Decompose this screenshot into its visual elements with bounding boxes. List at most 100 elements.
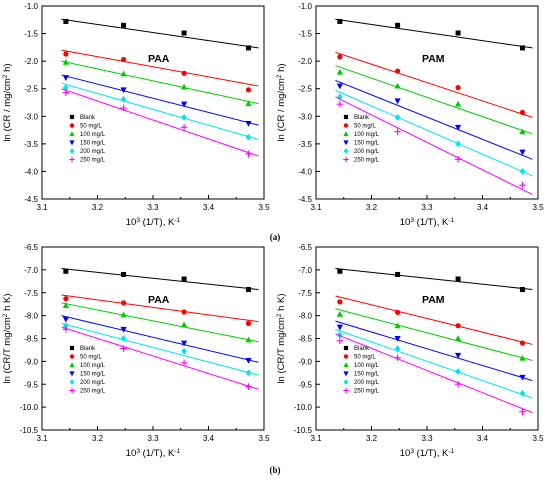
y-tick-label: -10.0 xyxy=(20,403,39,412)
y-tick-label: -3.0 xyxy=(24,112,38,121)
x-tick-label: 3.2 xyxy=(366,203,378,212)
data-point xyxy=(395,271,401,277)
data-point xyxy=(336,100,344,108)
data-point xyxy=(519,340,526,346)
x-tick-label: 3.3 xyxy=(421,434,433,443)
data-point xyxy=(181,347,187,355)
legend-label: 250 mg/L xyxy=(80,389,106,395)
data-point xyxy=(63,296,69,302)
y-tick-label: -7.0 xyxy=(24,266,38,275)
fit-line xyxy=(335,268,533,291)
y-tick-label: -1.0 xyxy=(24,2,38,11)
series-6 xyxy=(335,333,533,415)
data-point xyxy=(336,337,344,345)
data-point xyxy=(120,87,127,94)
legend-label: 50 mg/L xyxy=(354,355,376,361)
legend-marker xyxy=(343,354,349,359)
fit-line xyxy=(335,51,533,118)
legend: Blank 50 mg/L 100 mg/L 150 mg/L 200 mg/L 250 … xyxy=(69,114,106,164)
data-point xyxy=(180,321,188,328)
panel-title: PAM xyxy=(422,294,445,306)
data-point xyxy=(454,100,462,107)
x-tick-label: 3.1 xyxy=(36,434,48,443)
data-point xyxy=(519,408,526,415)
legend: Blank 50 mg/L 100 mg/L 150 mg/L 200 mg/L 250 … xyxy=(343,114,380,164)
series-5 xyxy=(61,82,259,141)
legend-label: 150 mg/L xyxy=(354,372,380,378)
data-point xyxy=(455,84,461,91)
series-2 xyxy=(335,51,533,118)
data-point xyxy=(245,336,252,343)
data-point xyxy=(336,324,343,331)
y-axis-label: ln (CR/T mg/cm2 h K) xyxy=(276,293,288,383)
series-4 xyxy=(61,74,259,127)
legend-label: Blank xyxy=(354,346,370,352)
fit-line xyxy=(335,96,533,196)
series-1 xyxy=(335,268,533,293)
series-2 xyxy=(335,295,533,346)
data-point xyxy=(62,302,69,309)
legend-label: 250 mg/L xyxy=(80,158,106,164)
legend-marker xyxy=(69,362,75,368)
x-tick-label: 3.3 xyxy=(147,203,159,212)
data-point xyxy=(394,82,401,89)
plot-frame xyxy=(315,5,539,200)
legend-label: Blank xyxy=(80,346,96,352)
data-point xyxy=(120,326,127,333)
data-point xyxy=(180,359,188,366)
legend-label: 150 mg/L xyxy=(80,372,106,378)
legend-label: 250 mg/L xyxy=(354,389,380,395)
legend-marker xyxy=(69,140,75,146)
y-tick-label: -3.0 xyxy=(298,112,312,121)
y-tick-label: -4.0 xyxy=(298,167,312,176)
data-point xyxy=(245,383,252,390)
x-tick-label: 3.1 xyxy=(36,203,48,212)
data-point xyxy=(519,181,526,189)
fit-line xyxy=(335,79,533,160)
fit-line xyxy=(61,74,259,126)
y-axis-label: ln (CR/T mg/cm2 h K) xyxy=(2,293,14,383)
chart-panel-2: 3.1 3.2 3.3 3.4 3.5 -4.5 -4.0 -3.5 -3.0 -2.5 -2.0 -… xyxy=(276,2,545,228)
chart-panel-4: 3.1 3.2 3.3 3.4 3.5 -10.5 -10.0 -9.5 -9.0 -8.5 -8.… xyxy=(276,243,545,459)
y-tick-label: -8.0 xyxy=(298,312,312,321)
data-point xyxy=(63,51,69,57)
y-tick-label: -3.5 xyxy=(24,140,38,149)
y-tick-label: -3.5 xyxy=(298,140,312,149)
data-point xyxy=(181,309,187,315)
y-tick-label: -4.5 xyxy=(24,195,38,204)
fit-line xyxy=(335,65,533,135)
legend-label: 100 mg/L xyxy=(80,132,106,138)
data-point xyxy=(336,68,343,75)
data-point xyxy=(454,352,462,359)
data-point xyxy=(121,271,127,277)
data-point xyxy=(455,30,461,36)
series-3 xyxy=(61,58,259,107)
data-point xyxy=(120,300,127,306)
data-point xyxy=(180,101,188,108)
data-point xyxy=(120,56,127,63)
y-tick-label: -7.5 xyxy=(298,289,312,298)
legend-marker xyxy=(69,387,75,394)
y-tick-label: -8.5 xyxy=(298,335,312,344)
y-tick-label: -10.5 xyxy=(20,426,39,435)
data-point xyxy=(394,98,401,105)
y-axis-label: ln (CR / mg/cm2 h) xyxy=(2,63,14,141)
y-tick-label: -7.0 xyxy=(298,266,312,275)
chart-panel-3: 3.1 3.2 3.3 3.4 3.5 -10.5 -10.0 -9.5 -9.0 -8.5 -8.… xyxy=(2,243,271,459)
y-axis-label: ln (CR / mg/cm2 h) xyxy=(276,63,288,141)
legend-label: 200 mg/L xyxy=(354,149,380,155)
legend-marker xyxy=(343,371,349,377)
series-1 xyxy=(61,18,259,51)
data-point xyxy=(121,22,127,28)
sub-label-b: (b) xyxy=(270,465,281,475)
x-tick-label: 3.5 xyxy=(258,203,270,212)
legend-marker xyxy=(69,148,75,154)
data-point xyxy=(337,18,343,24)
legend-marker xyxy=(343,362,349,368)
data-point xyxy=(62,316,69,323)
series-5 xyxy=(335,328,533,399)
x-tick-label: 3.1 xyxy=(310,434,322,443)
data-point xyxy=(245,120,252,127)
legend-marker xyxy=(343,379,349,385)
y-tick-label: -9.5 xyxy=(24,380,38,389)
